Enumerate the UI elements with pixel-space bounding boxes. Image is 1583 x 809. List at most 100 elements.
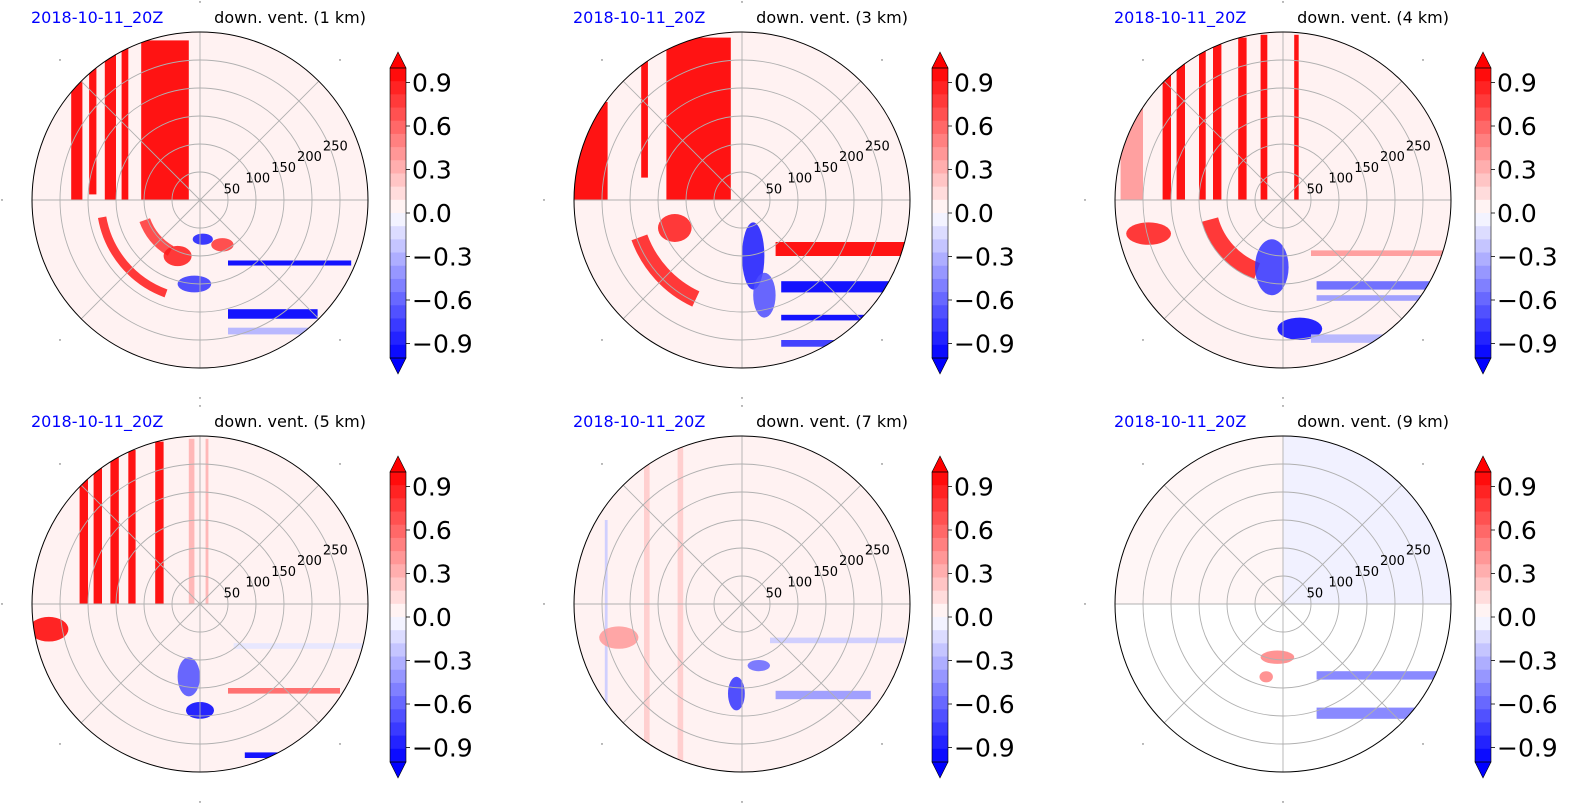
colorbar-level [932, 577, 948, 592]
cell-blob-mark [177, 657, 200, 697]
polar-frame [31, 435, 369, 773]
vertical-band-mark [110, 455, 119, 604]
vertical-band-mark [155, 441, 164, 604]
panel-variable-title: down. vent. (3 km) [756, 8, 908, 27]
vertical-band-mark [71, 51, 83, 200]
colorbar-level [1475, 278, 1491, 293]
colorbar-tick-label: 0.0 [412, 199, 452, 228]
colorbar-tick-label: −0.6 [412, 690, 473, 719]
horizontal-band-mark [770, 637, 905, 644]
vertical-band-mark [677, 447, 684, 772]
radial-tick-label: 50 [766, 182, 783, 197]
colorbar-level [1475, 551, 1491, 565]
radial-tick-label: 100 [245, 576, 270, 591]
colorbar-level [390, 643, 406, 658]
colorbar-level [1475, 226, 1491, 240]
angular-tick-dot [1422, 59, 1424, 61]
radial-tick-label: 200 [839, 554, 864, 569]
colorbar-level [390, 147, 406, 161]
colorbar-level [390, 590, 406, 605]
angular-tick-dot [59, 463, 61, 465]
angular-gridline [1163, 603, 1284, 724]
colorbar-level [390, 564, 406, 578]
colorbar-level [390, 81, 406, 95]
angular-tick-dot [881, 743, 883, 745]
colorbar-level [390, 133, 406, 148]
colorbar-level [932, 643, 948, 658]
horizontal-band-mark [1316, 671, 1451, 680]
angular-gridline [741, 80, 862, 201]
colorbar-level [390, 498, 406, 513]
panels: 2018-10-11_20Z down. vent. (1 km)50100150… [1, 1, 1558, 803]
angular-tick-dot [601, 743, 603, 745]
colorbar-tick-label: 0.6 [954, 112, 994, 141]
radial-tick-label: 100 [787, 172, 812, 187]
colorbar-level [932, 564, 948, 578]
colorbar-level [1475, 107, 1491, 122]
colorbar-level [390, 68, 406, 82]
colorbar-tick-label: 0.6 [412, 112, 452, 141]
angular-gridline [80, 603, 201, 724]
angular-gridline [1282, 484, 1403, 605]
radial-tick-label: 250 [865, 139, 890, 154]
angular-tick-dot [59, 59, 61, 61]
cell-blob-mark [1259, 671, 1273, 683]
colorbar-level [932, 709, 948, 723]
vertical-band-mark [79, 466, 88, 604]
panel-variable-title: down. vent. (9 km) [1297, 412, 1449, 431]
angular-tick-dot [543, 199, 545, 201]
colorbar-level [390, 709, 406, 723]
angular-tick-dot [1142, 743, 1144, 745]
polar-frame [1114, 31, 1452, 369]
colorbar-tick-label: 0.6 [954, 516, 994, 545]
angular-tick-dot [741, 397, 743, 399]
colorbar-level [1475, 603, 1491, 618]
angular-tick-dot [1282, 405, 1284, 407]
colorbar-level [390, 656, 406, 671]
angular-tick-dot [1282, 1, 1284, 3]
polar-panel: 2018-10-11_20Z down. vent. (5 km) 50 100150… [1, 405, 473, 803]
colorbar-level [932, 511, 948, 526]
angular-gridline [622, 484, 743, 605]
angular-gridline [1163, 199, 1284, 320]
colorbar-tick-label: −0.6 [1497, 690, 1558, 719]
colorbar-tick-label: 0.0 [412, 603, 452, 632]
colorbar-extend-min [931, 761, 949, 779]
colorbar-level [1475, 577, 1491, 592]
colorbar-tick-label: 0.9 [412, 69, 452, 98]
horizontal-band-mark [1311, 334, 1412, 343]
colorbar-tick-label: 0.0 [954, 199, 994, 228]
colorbar-extend-min [931, 357, 949, 375]
cell-blob-mark [163, 245, 192, 267]
colorbar-level [932, 278, 948, 293]
cell-blob-mark [753, 272, 776, 318]
colorbar: 0.9 0.6 0.3 0.0 −0.3 −0.6 −0.9 [931, 51, 1015, 375]
angular-tick-dot [1142, 339, 1144, 341]
angular-gridline [622, 80, 743, 201]
vertical-band-mark [205, 438, 209, 604]
horizontal-band-mark [775, 690, 871, 700]
colorbar-tick-label: 0.9 [412, 473, 452, 502]
angular-tick-dot [1084, 199, 1086, 201]
colorbar-level [932, 331, 948, 346]
colorbar-tick-label: 0.0 [1497, 603, 1537, 632]
panel-variable-title: down. vent. (4 km) [1297, 8, 1449, 27]
vertical-band-mark [1213, 43, 1222, 201]
colorbar-level [932, 498, 948, 513]
radial-tick-label: 250 [865, 543, 890, 558]
angular-gridline [1163, 484, 1284, 605]
radial-tick-label: 50 [224, 586, 241, 601]
colorbar-level [390, 292, 406, 306]
colorbar-level [932, 472, 948, 486]
radial-tick-label: 100 [787, 576, 812, 591]
colorbar-level [390, 551, 406, 565]
angular-gridline [199, 199, 320, 320]
polar-grid [574, 436, 910, 772]
colorbar-tick-label: −0.6 [954, 286, 1015, 315]
radial-tick-label: 50 [224, 182, 241, 197]
colorbar-level [390, 577, 406, 592]
colorbar-level [390, 344, 406, 359]
radial-tick-label: 200 [297, 150, 322, 165]
polar-panel: 2018-10-11_20Z down. vent. (1 km) 50 100150… [1, 1, 473, 399]
